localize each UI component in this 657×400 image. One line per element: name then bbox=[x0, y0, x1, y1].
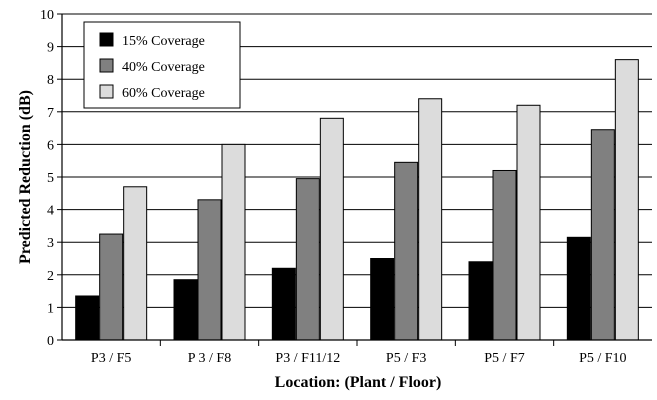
x-category-label: P5 / F7 bbox=[484, 351, 524, 366]
gridlines bbox=[62, 13, 652, 308]
y-tick-label: 2 bbox=[47, 269, 54, 284]
legend-label: 60% Coverage bbox=[122, 86, 205, 101]
y-tick-label: 7 bbox=[47, 106, 54, 121]
bar bbox=[123, 186, 148, 341]
bar bbox=[173, 279, 198, 341]
x-category-label: P5 / F3 bbox=[386, 351, 426, 366]
y-tick-label: 3 bbox=[47, 236, 54, 251]
bar bbox=[418, 98, 443, 341]
x-category-label: P 3 / F8 bbox=[188, 351, 231, 366]
y-tick-label: 5 bbox=[47, 171, 54, 186]
x-category-label: P5 / F10 bbox=[579, 351, 626, 366]
bar bbox=[566, 236, 591, 341]
legend-label: 40% Coverage bbox=[122, 60, 205, 75]
bar bbox=[590, 129, 615, 341]
bar bbox=[370, 258, 395, 341]
bar bbox=[394, 161, 419, 341]
x-axis-title: Location: (Plant / Floor) bbox=[275, 374, 442, 391]
y-tick-label: 10 bbox=[40, 8, 54, 23]
bar bbox=[468, 261, 493, 341]
y-axis-title: Predicted Reduction (dB) bbox=[17, 90, 34, 264]
legend-swatch bbox=[99, 32, 114, 47]
bar bbox=[75, 295, 100, 341]
bar bbox=[614, 59, 639, 341]
bar bbox=[295, 178, 320, 341]
bar bbox=[271, 267, 296, 341]
y-tick-label: 0 bbox=[47, 334, 54, 349]
x-category-labels: P3 / F5 P 3 / F8 P3 / F11/12 P5 / F3 P5 / F7… bbox=[91, 351, 627, 366]
legend-swatch bbox=[99, 84, 114, 99]
x-category-label: P3 / F5 bbox=[91, 351, 131, 366]
y-tick-label: 4 bbox=[47, 204, 54, 219]
y-tick-label: 1 bbox=[47, 301, 54, 316]
y-tick-labels: 0 1 2 3 4 5 6 7 8 9 10 bbox=[40, 8, 54, 349]
legend-swatch bbox=[99, 58, 114, 73]
legend: 15% Coverage 40% Coverage 60% Coverage bbox=[83, 21, 241, 109]
bar bbox=[221, 143, 246, 341]
bar bbox=[99, 233, 124, 341]
axes bbox=[57, 13, 652, 346]
y-tick-label: 6 bbox=[47, 138, 54, 153]
bars bbox=[75, 59, 639, 341]
y-tick-label: 9 bbox=[47, 41, 54, 56]
bar bbox=[492, 169, 517, 341]
bar bbox=[197, 199, 222, 341]
legend-label: 15% Coverage bbox=[122, 34, 205, 49]
y-tick-label: 8 bbox=[47, 73, 54, 88]
bar bbox=[516, 104, 541, 341]
x-category-label: P3 / F11/12 bbox=[275, 351, 340, 366]
bar bbox=[319, 117, 344, 341]
